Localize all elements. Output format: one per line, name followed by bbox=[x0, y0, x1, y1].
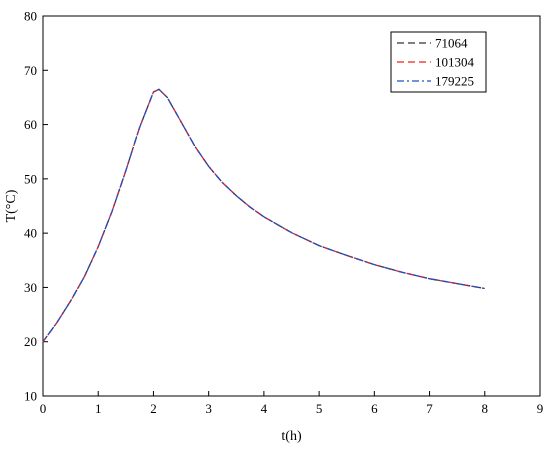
series-line-179225 bbox=[42, 88, 485, 343]
legend-box bbox=[390, 31, 487, 93]
plot-area-frame bbox=[42, 15, 541, 397]
legend-label: 71064 bbox=[435, 36, 468, 51]
x-tick-label: 6 bbox=[371, 401, 378, 416]
y-axis-title: T(°C) bbox=[4, 189, 19, 222]
legend-label: 101304 bbox=[435, 55, 475, 70]
x-tick-label: 7 bbox=[426, 401, 433, 416]
x-tick-label: 4 bbox=[261, 401, 268, 416]
y-tick-label: 30 bbox=[24, 280, 37, 295]
legend-label: 179225 bbox=[435, 74, 474, 89]
series-line-71064 bbox=[42, 88, 485, 343]
x-tick-label: 0 bbox=[40, 401, 47, 416]
series-line-101304 bbox=[42, 88, 485, 343]
y-tick-label: 40 bbox=[24, 226, 37, 241]
x-tick-label: 1 bbox=[95, 401, 102, 416]
y-tick-label: 80 bbox=[24, 9, 37, 24]
y-tick-label: 20 bbox=[24, 334, 37, 349]
series-layer bbox=[42, 88, 485, 343]
y-tick-label: 10 bbox=[24, 389, 37, 404]
x-tick-label: 2 bbox=[150, 401, 157, 416]
y-axis-ticks: 10 20 30 40 50 60 70 80 bbox=[24, 9, 48, 404]
x-tick-label: 5 bbox=[316, 401, 323, 416]
x-tick-label: 3 bbox=[205, 401, 212, 416]
x-axis-title: t(h) bbox=[281, 429, 302, 444]
y-tick-label: 60 bbox=[24, 117, 37, 132]
x-tick-label: 9 bbox=[537, 401, 544, 416]
x-axis-ticks: 0 1 2 3 4 5 6 7 8 9 bbox=[40, 391, 544, 416]
y-tick-label: 70 bbox=[24, 63, 37, 78]
y-tick-label: 50 bbox=[24, 171, 37, 186]
x-tick-label: 8 bbox=[482, 401, 489, 416]
legend: 71064 101304 179225 bbox=[390, 31, 487, 93]
